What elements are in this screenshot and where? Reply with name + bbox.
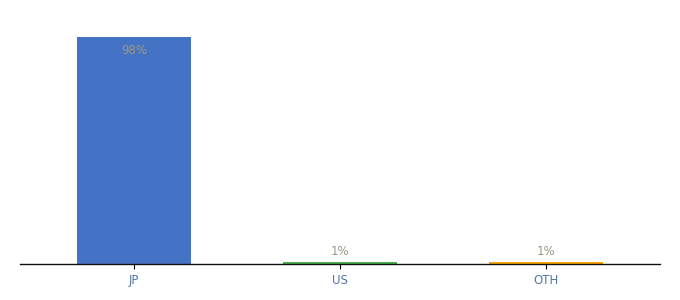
Text: 1%: 1%	[537, 245, 556, 258]
Text: 1%: 1%	[330, 245, 350, 258]
Bar	[284, 262, 396, 264]
Bar	[490, 262, 603, 264]
Bar	[77, 37, 190, 264]
Text: 98%: 98%	[121, 44, 147, 57]
